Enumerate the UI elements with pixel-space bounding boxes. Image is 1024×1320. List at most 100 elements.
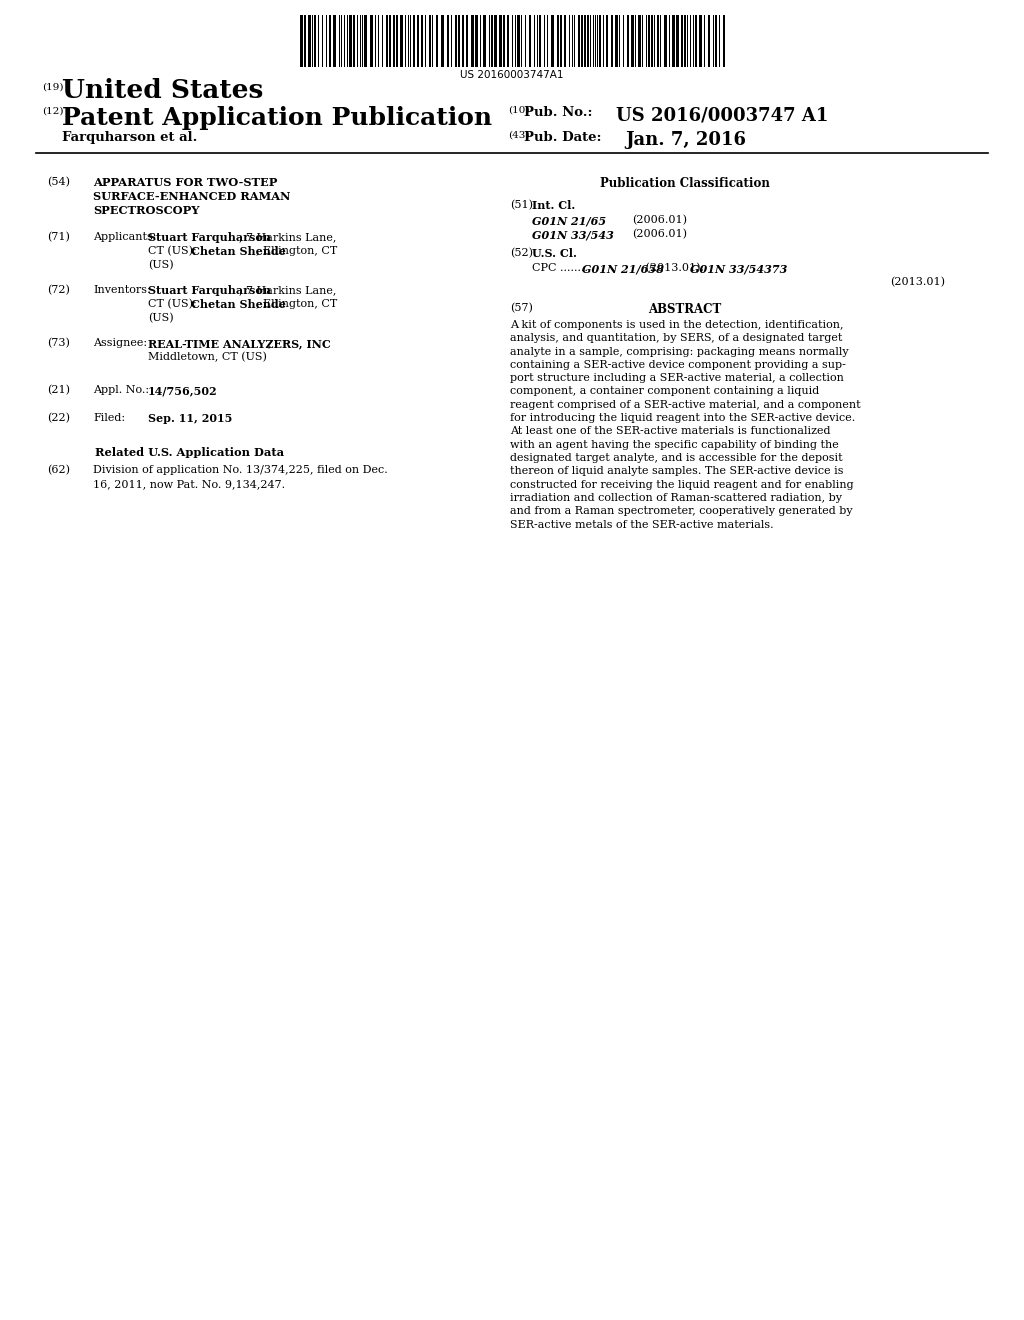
Bar <box>462 15 464 67</box>
Text: G01N 21/658: G01N 21/658 <box>582 263 664 275</box>
Text: Inventors:: Inventors: <box>93 285 151 294</box>
Bar <box>458 15 460 67</box>
Text: Chetan Shende: Chetan Shende <box>191 246 286 257</box>
Text: Farquharson et al.: Farquharson et al. <box>62 131 198 144</box>
Text: CT (US);: CT (US); <box>148 246 201 256</box>
Text: (2013.01);: (2013.01); <box>642 263 708 273</box>
Bar <box>606 15 608 67</box>
Bar <box>507 15 509 67</box>
Text: United States: United States <box>62 78 263 103</box>
Text: US 20160003747A1: US 20160003747A1 <box>460 70 564 81</box>
Bar <box>447 15 449 67</box>
Text: APPARATUS FOR TWO-STEP: APPARATUS FOR TWO-STEP <box>93 177 278 187</box>
Bar <box>539 15 541 67</box>
Text: A kit of components is used in the detection, identification,: A kit of components is used in the detec… <box>510 319 844 330</box>
Text: CPC ........: CPC ........ <box>532 263 588 273</box>
Text: (21): (21) <box>47 385 70 395</box>
Text: (54): (54) <box>47 177 70 187</box>
Text: SER-active metals of the SER-active materials.: SER-active metals of the SER-active mate… <box>510 520 773 529</box>
Bar <box>400 15 403 67</box>
Bar <box>631 15 634 67</box>
Bar <box>389 15 391 67</box>
Text: analyte in a sample, comprising: packaging means normally: analyte in a sample, comprising: packagi… <box>510 347 849 356</box>
Text: Patent Application Publication: Patent Application Publication <box>62 106 493 129</box>
Bar <box>584 15 586 67</box>
Text: U.S. Cl.: U.S. Cl. <box>532 248 577 259</box>
Text: Publication Classification: Publication Classification <box>600 177 770 190</box>
Text: Stuart Farquharson: Stuart Farquharson <box>148 232 271 243</box>
Bar <box>708 15 710 67</box>
Text: G01N 21/65: G01N 21/65 <box>532 215 606 226</box>
Bar <box>657 15 659 67</box>
Text: 14/756,502: 14/756,502 <box>148 385 218 396</box>
Text: (62): (62) <box>47 465 70 475</box>
Bar <box>304 15 306 67</box>
Bar <box>684 15 686 67</box>
Text: port structure including a SER-active material, a collection: port structure including a SER-active ma… <box>510 374 844 383</box>
Bar <box>557 15 559 67</box>
Text: for introducing the liquid reagent into the SER-active device.: for introducing the liquid reagent into … <box>510 413 855 424</box>
Text: REAL-TIME ANALYZERS, INC: REAL-TIME ANALYZERS, INC <box>148 338 331 348</box>
Bar <box>723 15 725 67</box>
Text: ,: , <box>268 338 271 348</box>
Bar <box>715 15 717 67</box>
Text: US 2016/0003747 A1: US 2016/0003747 A1 <box>616 106 828 124</box>
Bar <box>517 15 520 67</box>
Text: (72): (72) <box>47 285 70 296</box>
Bar <box>695 15 697 67</box>
Text: G01N 33/543: G01N 33/543 <box>532 228 613 240</box>
Bar <box>560 15 562 67</box>
Bar <box>417 15 419 67</box>
Text: SPECTROSCOPY: SPECTROSCOPY <box>93 205 200 216</box>
Bar <box>494 15 497 67</box>
Bar <box>308 15 311 67</box>
Text: , Ellington, CT: , Ellington, CT <box>256 246 337 256</box>
Text: (US): (US) <box>148 313 174 323</box>
Text: constructed for receiving the liquid reagent and for enabling: constructed for receiving the liquid rea… <box>510 479 854 490</box>
Bar <box>441 15 444 67</box>
Text: Assignee:: Assignee: <box>93 338 147 348</box>
Bar <box>672 15 675 67</box>
Bar <box>648 15 650 67</box>
Text: (52): (52) <box>510 248 534 259</box>
Text: Stuart Farquharson: Stuart Farquharson <box>148 285 271 296</box>
Bar <box>471 15 474 67</box>
Bar <box>475 15 478 67</box>
Text: (57): (57) <box>510 304 532 313</box>
Text: (43): (43) <box>508 131 529 140</box>
Bar <box>578 15 580 67</box>
Text: Int. Cl.: Int. Cl. <box>532 201 575 211</box>
Text: and from a Raman spectrometer, cooperatively generated by: and from a Raman spectrometer, cooperati… <box>510 506 853 516</box>
Text: G01N 33/54373: G01N 33/54373 <box>690 263 787 275</box>
Text: Middletown, CT (US): Middletown, CT (US) <box>148 352 267 363</box>
Bar <box>599 15 601 67</box>
Text: , Ellington, CT: , Ellington, CT <box>256 300 337 309</box>
Bar <box>370 15 373 67</box>
Bar <box>436 15 438 67</box>
Text: containing a SER-active device component providing a sup-: containing a SER-active device component… <box>510 360 846 370</box>
Bar <box>413 15 415 67</box>
Bar <box>499 15 502 67</box>
Bar <box>421 15 423 67</box>
Bar <box>681 15 683 67</box>
Text: (73): (73) <box>47 338 70 348</box>
Bar <box>353 15 355 67</box>
Bar <box>364 15 367 67</box>
Text: SURFACE-ENHANCED RAMAN: SURFACE-ENHANCED RAMAN <box>93 191 291 202</box>
Bar <box>333 15 336 67</box>
Text: irradiation and collection of Raman-scattered radiation, by: irradiation and collection of Raman-scat… <box>510 492 842 503</box>
Text: (2006.01): (2006.01) <box>632 228 687 239</box>
Text: 16, 2011, now Pat. No. 9,134,247.: 16, 2011, now Pat. No. 9,134,247. <box>93 479 285 488</box>
Bar <box>638 15 641 67</box>
Text: Filed:: Filed: <box>93 413 125 422</box>
Bar <box>529 15 531 67</box>
Bar <box>300 15 303 67</box>
Bar <box>699 15 702 67</box>
Bar <box>564 15 566 67</box>
Bar <box>386 15 388 67</box>
Bar <box>664 15 667 67</box>
Text: ABSTRACT: ABSTRACT <box>648 304 722 315</box>
Text: Pub. No.:: Pub. No.: <box>524 106 593 119</box>
Text: Sep. 11, 2015: Sep. 11, 2015 <box>148 413 232 424</box>
Bar <box>466 15 468 67</box>
